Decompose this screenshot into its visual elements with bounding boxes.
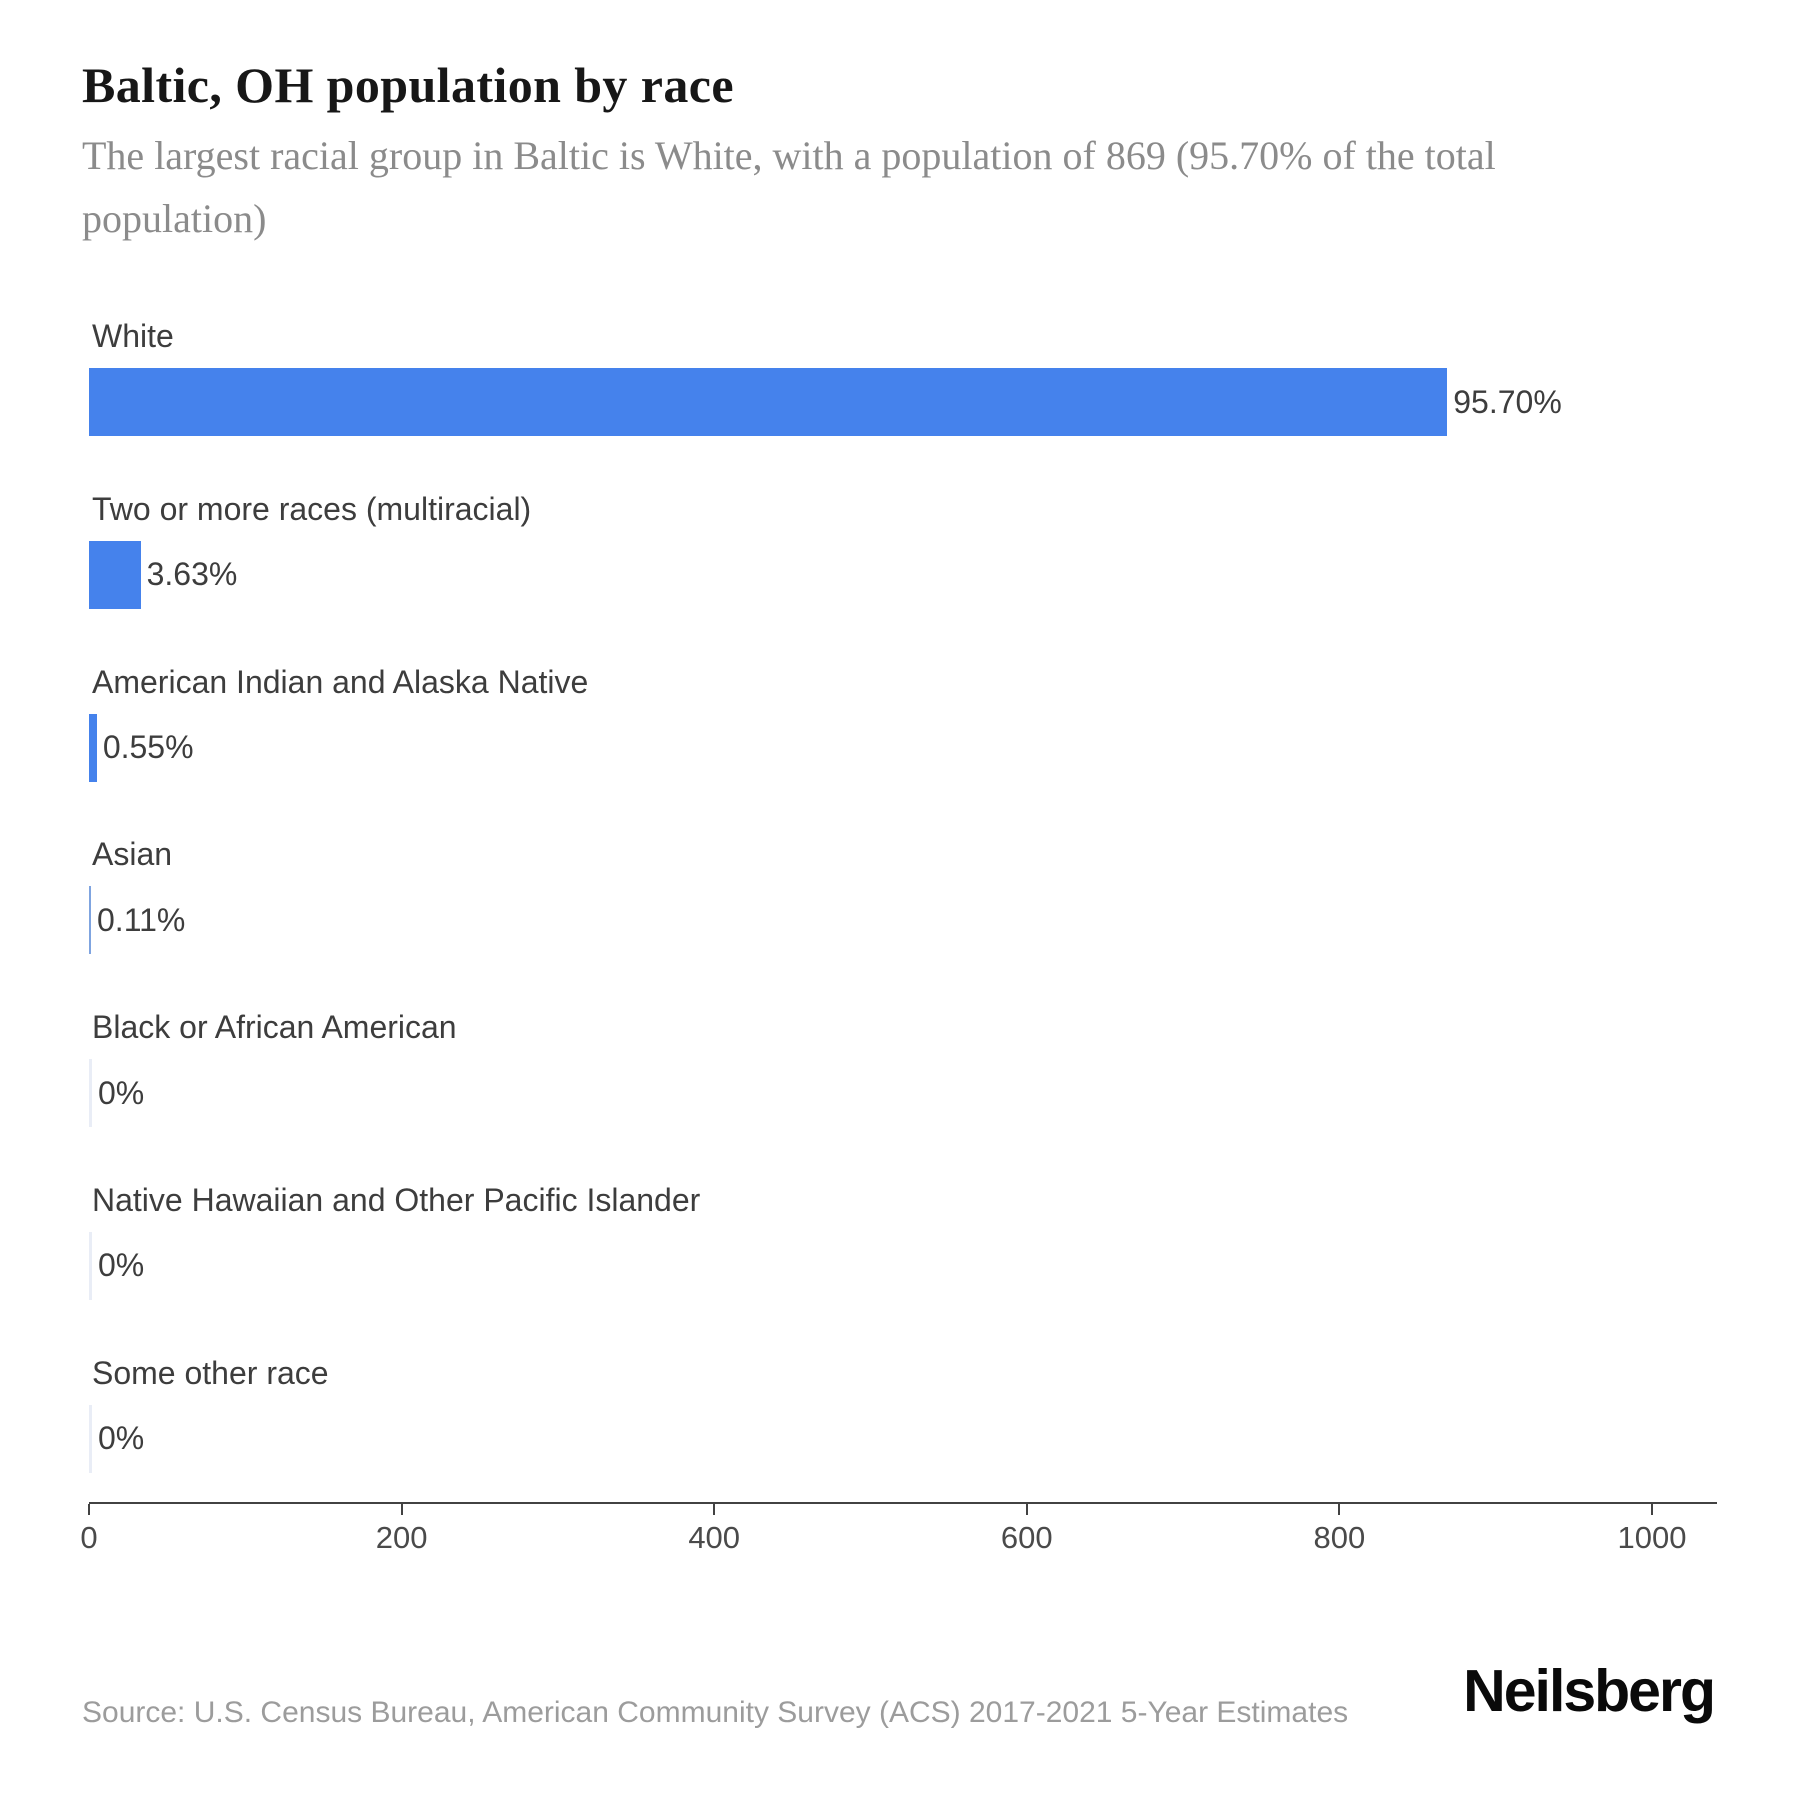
bar-rows: White 95.70% Two or more races (multiracia… <box>89 315 1717 1525</box>
bar <box>89 1404 92 1473</box>
axis-tick <box>88 1504 90 1515</box>
bar-row: Asian 0.11% <box>89 833 1717 1006</box>
x-axis: 0 200 400 600 800 1000 <box>80 1502 1717 1555</box>
axis-tick <box>1025 1504 1028 1515</box>
bar <box>89 1059 92 1128</box>
bar <box>89 886 91 955</box>
chart-title: Baltic, OH population by race <box>82 57 734 113</box>
axis-tick-label: 800 <box>1313 1520 1366 1555</box>
bar-track: 0% <box>89 1231 1717 1300</box>
bar-row: White 95.70% <box>89 315 1717 488</box>
value-label: 0% <box>98 1420 145 1457</box>
bar-track: 0% <box>89 1404 1717 1473</box>
source-note: Source: U.S. Census Bureau, American Com… <box>82 1696 1349 1729</box>
category-label: Asian <box>92 836 173 873</box>
axis-tick-label: 400 <box>688 1520 741 1555</box>
bar-track: 0% <box>89 1059 1717 1128</box>
bar <box>89 1231 92 1300</box>
bar <box>89 713 97 782</box>
chart-subtitle: The largest racial group in Baltic is Wh… <box>82 133 1496 241</box>
bar-track: 3.63% <box>89 540 1717 609</box>
value-label: 0% <box>98 1074 145 1111</box>
category-label: White <box>92 318 174 354</box>
value-label: 3.63% <box>146 556 238 593</box>
bar-row: Two or more races (multiracial) 3.63% <box>89 488 1717 661</box>
axis-tick <box>1338 1504 1341 1515</box>
axis-tick-label: 600 <box>1000 1520 1053 1555</box>
category-label: American Indian and Alaska Native <box>92 663 589 700</box>
value-label: 0.55% <box>102 729 194 766</box>
value-label: 95.70% <box>1453 383 1562 420</box>
bar-row: American Indian and Alaska Native 0.55% <box>89 661 1717 834</box>
axis-tick <box>1651 1504 1653 1515</box>
bar-row: Black or African American 0% <box>89 1006 1717 1179</box>
value-label: 0.11% <box>97 901 186 938</box>
category-label: Some other race <box>92 1354 329 1391</box>
axis-tick-label: 0 <box>80 1520 98 1555</box>
brand-logo: Neilsberg <box>1463 1658 1716 1724</box>
bar <box>89 368 1448 436</box>
axis-tick <box>400 1504 403 1515</box>
bar-track: 95.70% <box>89 368 1717 436</box>
axis-tick-label: 1000 <box>1617 1520 1687 1555</box>
category-label: Two or more races (multiracial) <box>92 490 532 527</box>
bar-row: Native Hawaiian and Other Pacific Island… <box>89 1179 1717 1352</box>
bar-row: Some other race 0% <box>89 1352 1717 1525</box>
bar-track: 0.11% <box>89 886 1717 955</box>
axis-tick <box>713 1504 716 1515</box>
axis-tick-label: 200 <box>375 1520 428 1555</box>
category-label: Black or African American <box>92 1009 457 1046</box>
value-label: 0% <box>98 1247 145 1284</box>
bar <box>89 540 141 609</box>
category-label: Native Hawaiian and Other Pacific Island… <box>92 1181 701 1218</box>
bar-track: 0.55% <box>89 713 1717 782</box>
